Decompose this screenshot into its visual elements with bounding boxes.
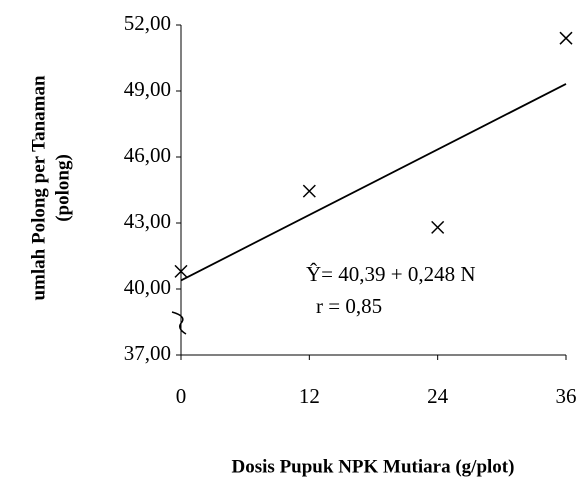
x-axis-label: Dosis Pupuk NPK Mutiara (g/plot) [232, 456, 515, 477]
y-tick-label: 52,00 [124, 11, 171, 35]
annotation: Ŷ= 40,39 + 0,248 N [306, 262, 476, 286]
y-tick-label: 49,00 [124, 77, 171, 101]
y-tick-label: 40,00 [124, 275, 171, 299]
y-tick-label: 46,00 [124, 143, 171, 167]
x-tick-label: 36 [556, 384, 577, 408]
y-tick-label: 43,00 [124, 209, 171, 233]
x-tick-label: 24 [427, 384, 449, 408]
point [431, 220, 445, 234]
y-axis-label: (polong) [52, 154, 73, 222]
x-tick-label: 12 [299, 384, 320, 408]
axis-break [171, 311, 187, 335]
y-tick-label: 37,00 [124, 341, 171, 365]
y-axis-label: umlah Polong per Tanaman [28, 75, 49, 301]
annotation: r = 0,85 [316, 294, 382, 318]
x-tick-label: 0 [176, 384, 187, 408]
point [174, 264, 188, 278]
point [559, 31, 573, 45]
point [302, 184, 316, 198]
fit-line [180, 83, 567, 282]
